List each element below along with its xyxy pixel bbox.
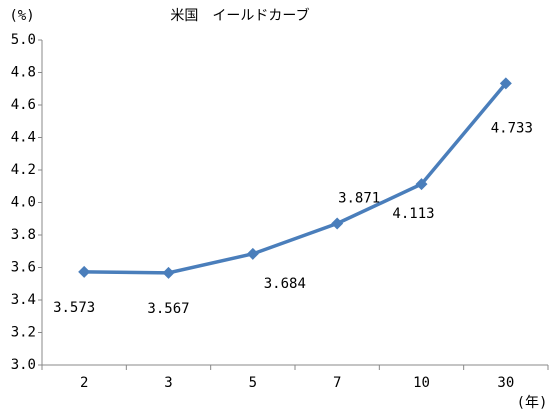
y-tick-label: 4.8 [11,65,36,81]
data-label: 3.573 [53,300,95,316]
marker [162,266,175,279]
chart-title: 米国 イールドカーブ [170,7,309,24]
data-label: 3.871 [338,190,380,206]
data-label: 3.684 [264,276,306,292]
marker [331,217,344,230]
marker [78,265,91,278]
y-tick-label: 4.0 [11,195,36,211]
x-tick-label: 7 [333,375,341,391]
data-label: 4.733 [491,120,533,136]
x-axis-label: (年) [517,395,548,411]
x-tick-label: 3 [164,375,172,391]
line [84,82,508,275]
marker [499,77,512,90]
marker [246,247,259,260]
y-tick-label: 4.6 [11,97,36,113]
y-tick-label: 3.0 [11,357,36,373]
x-tick-label: 10 [413,375,430,391]
y-tick-label: 3.8 [11,227,36,243]
marker [415,178,428,191]
y-axis-label: (%) [9,8,34,24]
y-tick-label: 4.4 [11,130,36,146]
y-tick-label: 3.2 [11,325,36,341]
x-tick-label: 30 [497,375,514,391]
y-tick-label: 3.6 [11,260,36,276]
y-tick-label: 5.0 [11,32,36,48]
y-tick-label: 3.4 [11,292,36,308]
y-tick-label: 4.2 [11,162,36,178]
x-tick-label: 2 [80,375,88,391]
data-label: 4.113 [392,206,434,222]
x-tick-label: 5 [249,375,257,391]
data-label: 3.567 [147,301,189,317]
